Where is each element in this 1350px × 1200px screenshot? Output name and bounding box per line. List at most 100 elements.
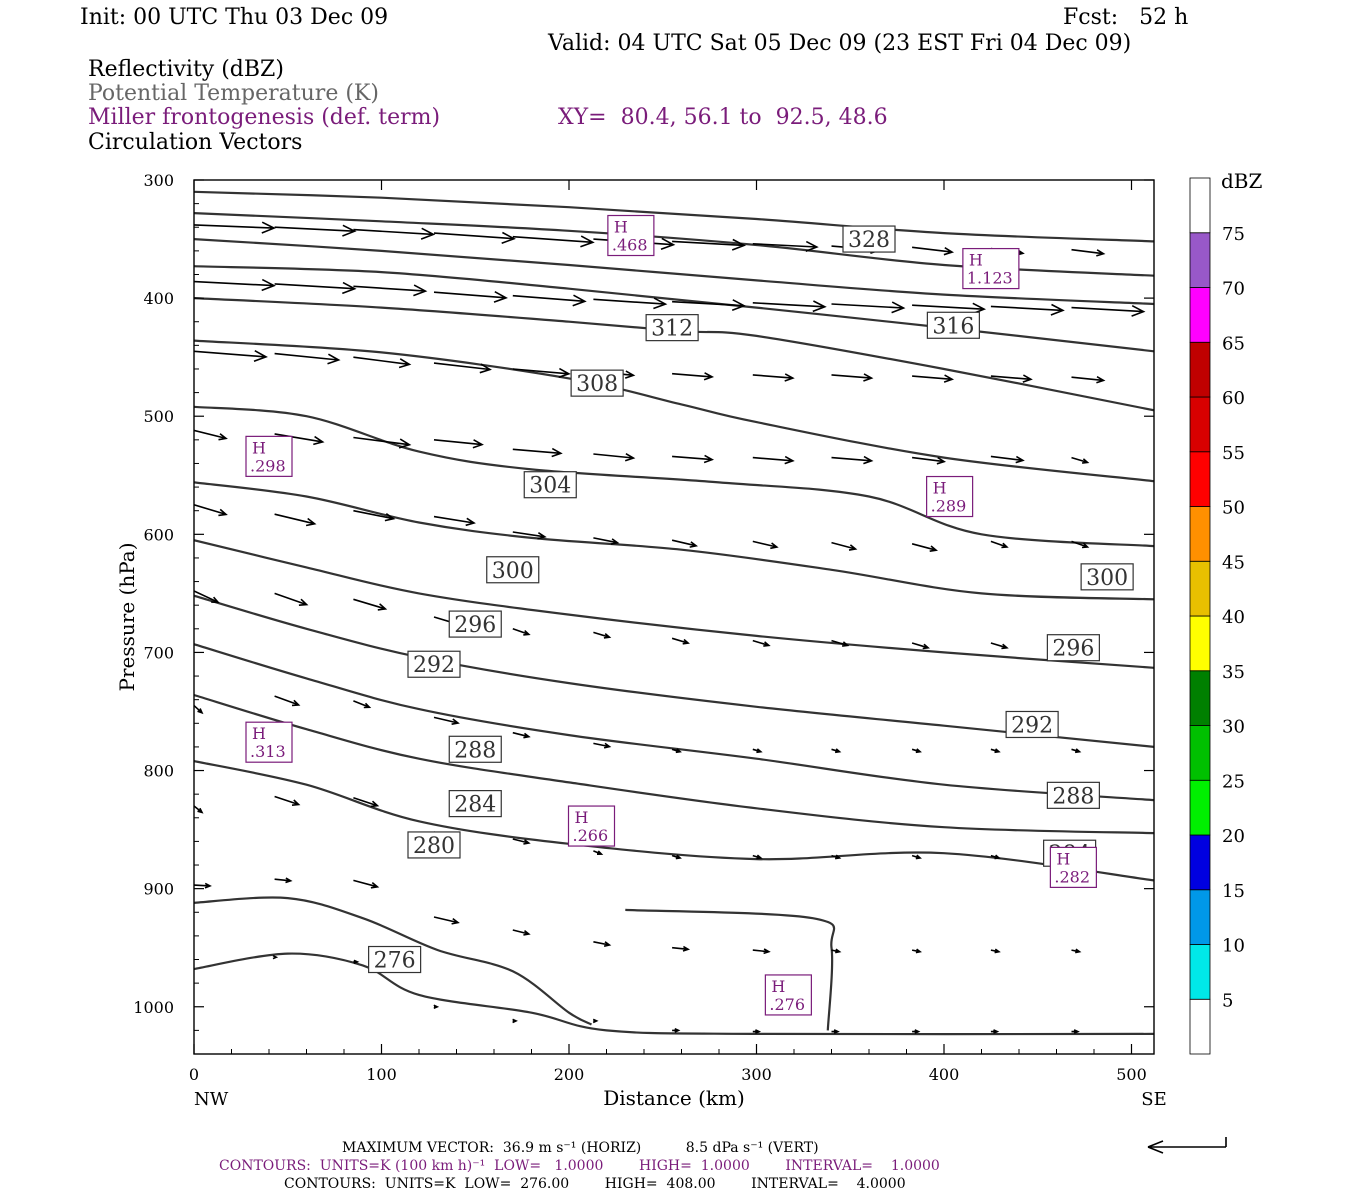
circulation-vector xyxy=(593,453,636,462)
circulation-vector xyxy=(831,1029,840,1035)
circulation-vector xyxy=(672,945,691,952)
forecast-hour: Fcst: 52 h xyxy=(1063,5,1189,30)
contour-label-box xyxy=(1005,710,1059,739)
circulation-vector xyxy=(1071,948,1082,954)
contour-label-box xyxy=(407,831,461,859)
x-tick-label: 200 xyxy=(554,1065,585,1084)
colorbar-level: 15 xyxy=(1222,881,1245,902)
circulation-vector xyxy=(433,1004,440,1010)
contour-label-box xyxy=(842,225,896,253)
frontogenesis-max-value: .266 xyxy=(573,826,609,845)
circulation-vector xyxy=(433,716,460,725)
frontogenesis-max-letter: H xyxy=(575,808,589,827)
colorbar-level: 75 xyxy=(1222,224,1245,245)
theta-contour-304 xyxy=(194,405,1154,548)
y-tick-label: 900 xyxy=(143,880,174,899)
circulation-vector xyxy=(512,731,531,739)
circulation-vector xyxy=(274,281,357,295)
field-potential-temperature: Potential Temperature (K) xyxy=(88,81,379,106)
theta-contour-288 xyxy=(194,643,1154,802)
circulation-vector xyxy=(194,429,228,441)
circulation-vector xyxy=(752,948,771,955)
theta-contour-276 xyxy=(194,896,593,1026)
circulation-vector xyxy=(274,224,357,237)
contour-label-text: 328 xyxy=(848,228,890,253)
contour-label: 292 xyxy=(1005,710,1059,739)
colorbar-swatch xyxy=(1189,287,1211,343)
init-time: Init: 00 UTC Thu 03 Dec 09 xyxy=(80,5,389,30)
colorbar-level: 60 xyxy=(1222,388,1245,409)
theta-contour-316 xyxy=(194,265,1154,353)
circulation-vector xyxy=(353,700,372,709)
reference-vector xyxy=(1147,1137,1227,1154)
contour-label: 300 xyxy=(1080,563,1134,591)
circulation-vector xyxy=(1071,540,1090,549)
circulation-vector xyxy=(194,221,276,234)
frontogenesis-max-letter: H xyxy=(614,218,628,237)
y-tick-label: 1000 xyxy=(133,998,174,1017)
theta-contour-296 xyxy=(194,539,1154,669)
colorbar-swatch xyxy=(1189,506,1211,562)
circulation-vector xyxy=(990,540,1009,549)
colorbar-level: 65 xyxy=(1222,333,1245,354)
circulation-vector xyxy=(912,456,947,465)
field-circulation-vectors: Circulation Vectors xyxy=(88,130,303,155)
circulation-vector xyxy=(911,543,938,552)
circulation-vector xyxy=(274,513,317,527)
circulation-vector xyxy=(274,352,341,365)
colorbar-level: 5 xyxy=(1222,990,1233,1011)
circulation-vector xyxy=(353,356,412,369)
footer-max-vector: MAXIMUM VECTOR: 36.9 m s⁻¹ (HORIZ) 8.5 d… xyxy=(342,1140,819,1156)
circulation-vector xyxy=(353,509,396,522)
colorbar-level: 25 xyxy=(1222,771,1245,792)
circulation-vector xyxy=(672,299,747,311)
contour-label-text: 292 xyxy=(413,653,455,678)
dbz-colorbar: 5 10 15 20 25 30 35 40 45 50 55 60 65 70 75 dBZ xyxy=(1189,169,1263,1055)
frontogenesis-max-letter: H xyxy=(771,977,785,996)
contour-label: 296 xyxy=(448,610,502,638)
colorbar-unit: dBZ xyxy=(1221,169,1263,193)
frontogenesis-max-box xyxy=(245,435,293,477)
axes: 300 400 500 600 700 800 900 1000 0 100 200 300 400 50… xyxy=(115,171,1167,1110)
circulation-vector xyxy=(274,433,325,446)
frontogenesis-max: H.313 xyxy=(245,721,293,763)
circulation-vector xyxy=(353,959,360,965)
contour-label-box xyxy=(645,314,699,342)
footer-theta-contours: CONTOURS: UNITS=K LOW= 276.00 HIGH= 408.… xyxy=(284,1176,906,1192)
circulation-vector xyxy=(671,539,699,548)
theta-contour-boundary xyxy=(625,908,836,1031)
circulation-vector xyxy=(272,954,279,960)
x-tick-label: 400 xyxy=(929,1065,960,1084)
colorbar-level: 30 xyxy=(1222,717,1245,738)
frontogenesis-max: H1.123 xyxy=(962,247,1020,290)
frontogenesis-max-value: .289 xyxy=(931,497,967,516)
circulation-vector xyxy=(990,303,1065,316)
theta-contour-300 xyxy=(194,481,1154,601)
colorbar-level: 40 xyxy=(1222,607,1245,628)
frontogenesis-max-value: .298 xyxy=(250,456,286,475)
circulation-vector xyxy=(194,350,268,362)
circulation-vector xyxy=(353,796,380,808)
circulation-vector xyxy=(831,301,906,314)
colorbar-swatch xyxy=(1189,944,1211,1000)
circulation-vector xyxy=(194,882,212,889)
circulation-vector xyxy=(912,374,955,383)
frontogenesis-max-box xyxy=(1049,846,1097,888)
contour-label-box xyxy=(570,369,624,397)
contour-label-box xyxy=(368,945,422,974)
x-tick-label: 300 xyxy=(741,1065,772,1084)
colorbar-level: 50 xyxy=(1222,498,1245,519)
circulation-vector xyxy=(512,628,531,636)
frontogenesis-max-letter: H xyxy=(933,479,947,498)
contour-label-text: 312 xyxy=(651,317,693,342)
contour-label-box xyxy=(1046,781,1100,809)
contour-label: 304 xyxy=(523,471,577,499)
y-tick-label: 800 xyxy=(143,762,174,781)
circulation-vector xyxy=(593,537,620,545)
x-end-label-nw: NW xyxy=(194,1089,229,1110)
contour-label: 328 xyxy=(842,225,896,253)
circulation-vector xyxy=(1071,456,1090,464)
frontogenesis-max-box xyxy=(764,974,812,1016)
circulation-vector xyxy=(831,748,842,754)
frontogenesis-max: H.298 xyxy=(245,435,293,477)
